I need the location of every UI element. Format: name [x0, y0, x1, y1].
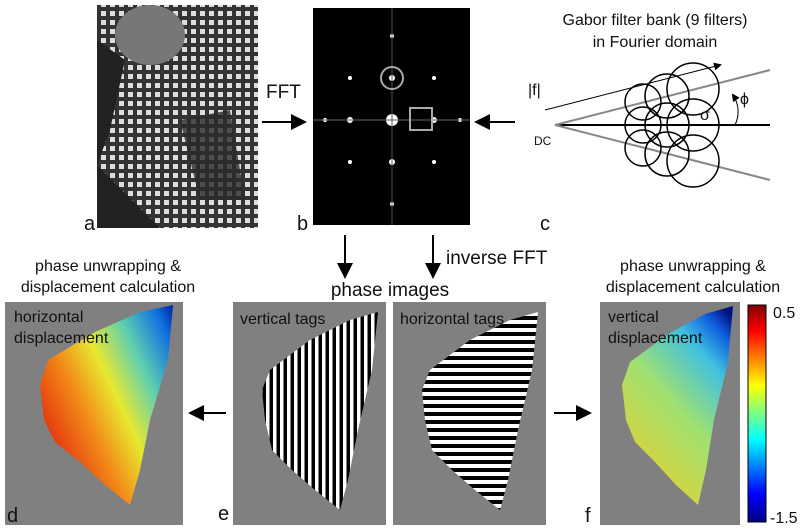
image-label: vertical [608, 309, 659, 326]
panel-e: vertical tags e [218, 302, 386, 525]
panel-e2: horizontal tags [393, 302, 546, 525]
image-label: displacement [608, 330, 703, 347]
panel-label: b [297, 213, 308, 235]
colorbar-label: 0.5 [773, 305, 795, 322]
panel-label: d [7, 505, 18, 527]
panel-c: Gabor filter bank (9 filters) in Fourier… [528, 12, 770, 235]
panel-label: a [84, 213, 96, 235]
panel-label: f [585, 505, 591, 527]
colorbar-label: -1.5 [770, 510, 798, 527]
arrow-label: inverse FFT [446, 248, 548, 269]
caption: phase unwrapping & [620, 258, 766, 275]
image-label: displacement [14, 330, 109, 347]
image-label: vertical tags [240, 311, 325, 328]
dc-label: DC [534, 134, 552, 148]
panel-d: horizontal displacement d [5, 302, 183, 527]
arrow-label: FFT [266, 82, 301, 103]
caption: displacement calculation [606, 279, 780, 296]
image-label: horizontal tags [400, 311, 504, 328]
colorbar: 0.5 -1.5 [748, 305, 798, 527]
panel-b: b [297, 8, 470, 235]
phi-label: ϕ [740, 91, 749, 108]
section-label: phase images [331, 280, 449, 301]
caption: displacement calculation [21, 279, 195, 296]
f-label: |f| [528, 82, 541, 99]
gabor-title: Gabor filter bank (9 filters) [563, 12, 748, 29]
panel-a: a [84, 5, 258, 235]
gabor-subtitle: in Fourier domain [593, 34, 718, 51]
caption: phase unwrapping & [35, 258, 181, 275]
image-label: horizontal [14, 309, 83, 326]
figure: a FFT b Gabor filter bank (9 filters) in… [0, 0, 803, 529]
panel-label: c [540, 213, 550, 235]
panel-label: e [218, 503, 229, 525]
panel-f: vertical displacement f [585, 302, 740, 527]
sigma-label: σ [700, 107, 710, 124]
